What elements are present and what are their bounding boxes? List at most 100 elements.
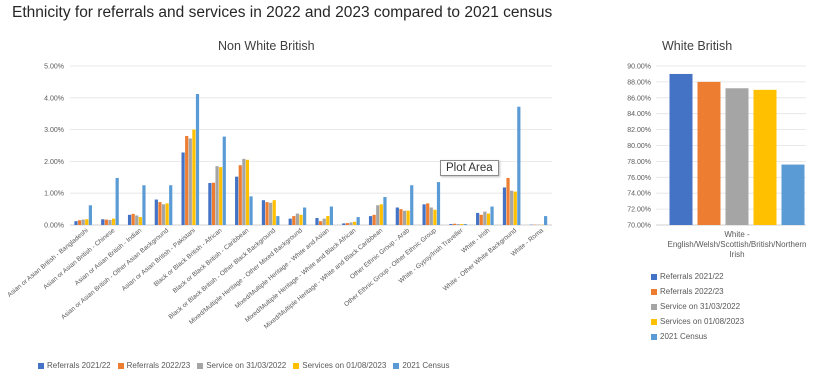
bar[interactable] bbox=[245, 159, 250, 225]
bar[interactable] bbox=[85, 219, 89, 225]
bar[interactable] bbox=[195, 93, 200, 225]
bar[interactable] bbox=[108, 219, 112, 225]
bar[interactable] bbox=[410, 185, 414, 225]
legend-swatch bbox=[293, 362, 300, 369]
bar[interactable] bbox=[181, 152, 185, 225]
bar[interactable] bbox=[725, 88, 749, 225]
bar[interactable] bbox=[479, 214, 483, 225]
bar[interactable] bbox=[326, 216, 330, 225]
bar[interactable] bbox=[142, 185, 146, 225]
white-british-chart[interactable]: 70.00% 72.00% 74.00% 76.00% 78.00% 80.00% 82.0… bbox=[627, 64, 806, 260]
bar[interactable] bbox=[188, 138, 192, 225]
bar[interactable] bbox=[104, 219, 108, 225]
bar[interactable] bbox=[395, 207, 399, 225]
bar[interactable] bbox=[261, 200, 266, 225]
bar[interactable] bbox=[349, 222, 353, 225]
bar[interactable] bbox=[269, 202, 273, 225]
bar[interactable] bbox=[502, 187, 507, 225]
bar[interactable] bbox=[697, 81, 721, 226]
bar[interactable] bbox=[506, 177, 510, 225]
bar[interactable] bbox=[433, 209, 437, 225]
bar[interactable] bbox=[456, 224, 460, 225]
bar[interactable] bbox=[288, 218, 292, 225]
bar[interactable] bbox=[449, 224, 453, 225]
bar[interactable] bbox=[315, 218, 319, 225]
bar[interactable] bbox=[211, 182, 216, 225]
y-tick-label: 4.00% bbox=[44, 95, 64, 102]
bar[interactable] bbox=[510, 190, 514, 225]
bar[interactable] bbox=[74, 221, 78, 225]
bar[interactable] bbox=[322, 218, 326, 225]
bar[interactable] bbox=[460, 224, 464, 225]
bar[interactable] bbox=[426, 203, 430, 225]
bar[interactable] bbox=[88, 205, 92, 225]
bar[interactable] bbox=[138, 217, 142, 225]
bar[interactable] bbox=[185, 135, 189, 225]
bar[interactable] bbox=[463, 224, 467, 225]
bar[interactable] bbox=[517, 106, 521, 225]
bar[interactable] bbox=[222, 136, 226, 225]
bar[interactable] bbox=[406, 210, 410, 225]
bar[interactable] bbox=[429, 207, 433, 225]
bar[interactable] bbox=[158, 202, 162, 225]
bar[interactable] bbox=[356, 217, 360, 225]
bar[interactable] bbox=[111, 218, 116, 225]
bar[interactable] bbox=[368, 216, 373, 225]
legend-label: 2021 Census bbox=[402, 361, 450, 370]
bar[interactable] bbox=[242, 158, 246, 225]
bar[interactable] bbox=[376, 205, 380, 225]
legend-swatch bbox=[117, 362, 124, 369]
bar[interactable] bbox=[483, 211, 487, 225]
bar[interactable] bbox=[81, 219, 85, 225]
bar[interactable] bbox=[77, 220, 82, 225]
bar[interactable] bbox=[352, 221, 357, 225]
bar[interactable] bbox=[345, 223, 349, 225]
bar[interactable] bbox=[399, 209, 403, 225]
bar[interactable] bbox=[276, 216, 280, 225]
bar[interactable] bbox=[342, 223, 346, 225]
bar[interactable] bbox=[115, 177, 119, 225]
legend-label: Referrals 2022/23 bbox=[126, 361, 191, 370]
bar[interactable] bbox=[486, 213, 491, 225]
bar[interactable] bbox=[379, 204, 383, 225]
bar[interactable] bbox=[238, 165, 242, 225]
bar[interactable] bbox=[154, 199, 158, 225]
bar[interactable] bbox=[422, 204, 426, 225]
bar[interactable] bbox=[169, 185, 173, 225]
bar[interactable] bbox=[127, 214, 132, 225]
bar[interactable] bbox=[192, 129, 196, 225]
bar[interactable] bbox=[165, 203, 169, 225]
bar[interactable] bbox=[303, 207, 307, 225]
bar[interactable] bbox=[452, 223, 457, 225]
bar[interactable] bbox=[208, 183, 212, 225]
bar[interactable] bbox=[669, 73, 693, 225]
bar[interactable] bbox=[476, 212, 480, 225]
bar[interactable] bbox=[272, 200, 276, 225]
bar[interactable] bbox=[402, 210, 407, 225]
bar[interactable] bbox=[544, 216, 548, 225]
bar[interactable] bbox=[101, 219, 105, 225]
non-white-british-chart[interactable]: 0.00%1.00%2.00%3.00%4.00%5.00%Asian or A… bbox=[6, 64, 552, 331]
legend-label: Services on 01/08/2023 bbox=[660, 317, 745, 326]
bar[interactable] bbox=[372, 214, 376, 225]
bar[interactable] bbox=[781, 164, 805, 225]
bar[interactable] bbox=[219, 167, 223, 225]
bar[interactable] bbox=[235, 176, 239, 225]
bar[interactable] bbox=[753, 89, 777, 225]
bar[interactable] bbox=[265, 202, 269, 225]
bar[interactable] bbox=[513, 191, 517, 225]
bar[interactable] bbox=[436, 182, 441, 225]
bar[interactable] bbox=[318, 221, 323, 225]
bar[interactable] bbox=[299, 214, 303, 225]
bar[interactable] bbox=[215, 166, 219, 225]
bar[interactable] bbox=[295, 213, 300, 225]
bar[interactable] bbox=[383, 197, 387, 225]
bar[interactable] bbox=[329, 206, 333, 225]
bar[interactable] bbox=[292, 216, 296, 225]
bar[interactable] bbox=[131, 213, 135, 225]
bar[interactable] bbox=[135, 215, 139, 225]
bar[interactable] bbox=[161, 204, 166, 225]
bar[interactable] bbox=[249, 196, 253, 225]
bar[interactable] bbox=[490, 206, 494, 225]
